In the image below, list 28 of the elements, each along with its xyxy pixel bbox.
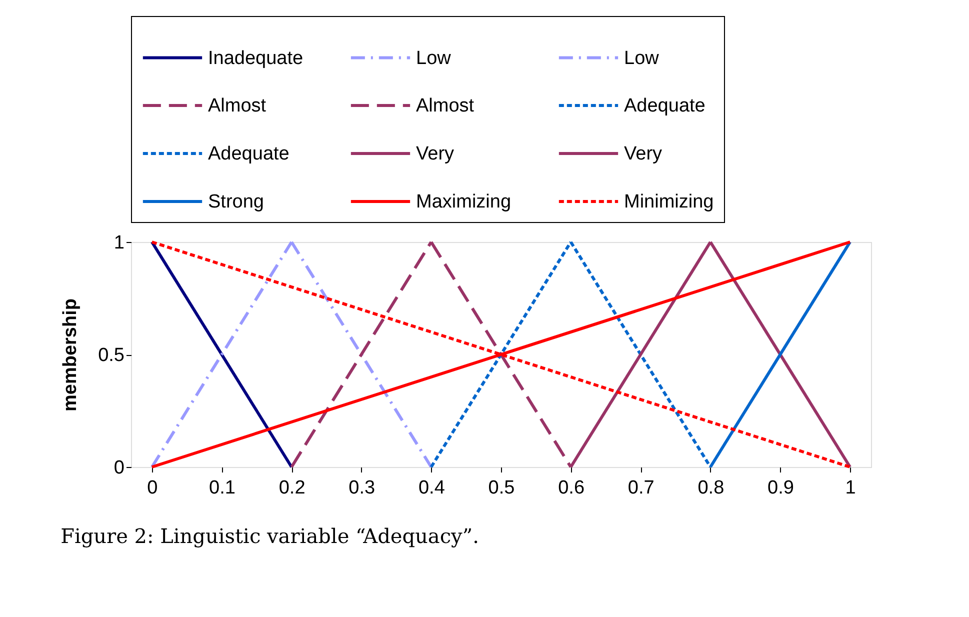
y-tick-label: 0.5 xyxy=(98,345,124,366)
x-tick-label: 0.4 xyxy=(418,478,446,498)
legend-label: Adequate xyxy=(208,144,290,164)
legend-label: Low xyxy=(624,48,660,69)
y-axis-title: membership xyxy=(60,298,82,412)
legend-label: Minimizing xyxy=(624,192,714,212)
legend-label: Maximizing xyxy=(416,192,512,212)
legend-label: Low xyxy=(416,48,452,69)
y-tick-label: 0 xyxy=(114,458,124,478)
legend-label: Adequate xyxy=(624,96,706,116)
legend-label: Very xyxy=(416,144,455,164)
legend-label: Inadequate xyxy=(208,48,304,69)
x-tick-label: 0.6 xyxy=(558,478,585,498)
caption: Figure 2: Linguistic variable “Adequacy”. xyxy=(60,524,479,548)
x-tick-label: 0 xyxy=(147,478,158,498)
x-tick-label: 0.2 xyxy=(278,478,306,498)
x-tick-label: 1 xyxy=(845,478,856,498)
legend-label: Strong xyxy=(208,192,264,212)
x-tick-label: 0.5 xyxy=(488,478,515,498)
legend-label: Very xyxy=(624,144,663,164)
x-tick-label: 0.8 xyxy=(698,478,724,498)
y-tick-label: 1 xyxy=(114,232,124,254)
legend-label: Almost xyxy=(416,96,475,116)
x-tick-label: 0.9 xyxy=(768,478,794,498)
legend-label: Almost xyxy=(208,96,267,116)
x-tick-label: 0.3 xyxy=(348,478,376,498)
x-tick-label: 0.1 xyxy=(209,478,236,498)
x-tick-label: 0.7 xyxy=(628,478,654,498)
